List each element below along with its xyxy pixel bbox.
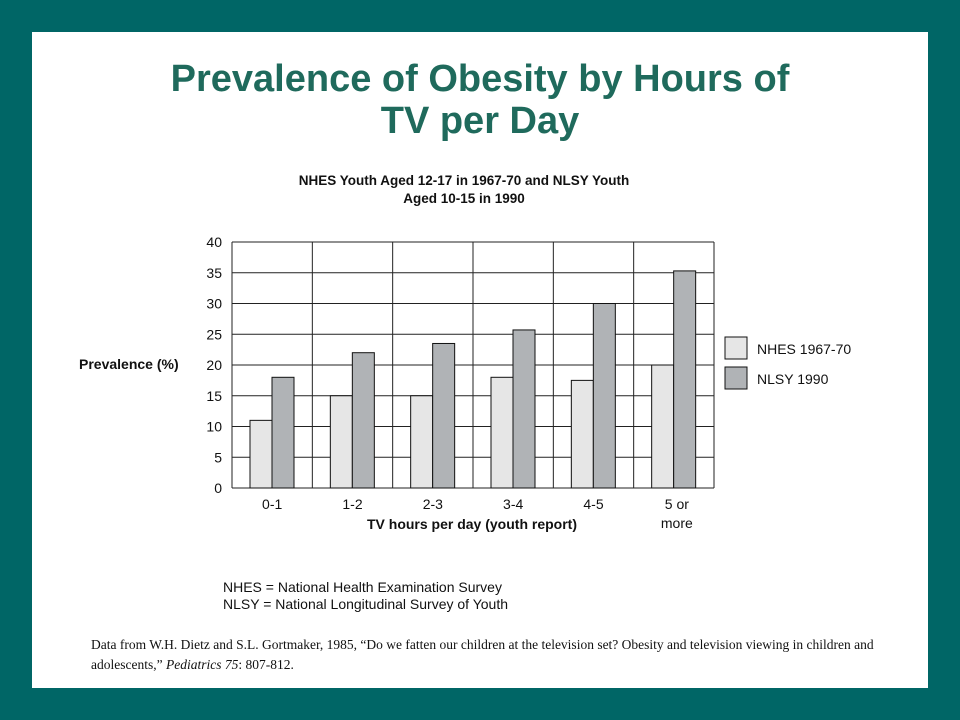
bar-nhes <box>570 379 594 489</box>
citation-text: Data from W.H. Dietz and S.L. Gortmaker,… <box>91 637 874 672</box>
legend-swatch-nhes <box>724 336 748 360</box>
bar-nhes <box>329 395 353 489</box>
x-tick-label: 0-1 <box>262 496 282 512</box>
bar-nlsy <box>271 376 295 489</box>
legend-label-nlsy: NLSY 1990 <box>757 371 829 387</box>
y-tick-label: 20 <box>206 357 222 373</box>
citation-pages: : 807-812. <box>238 657 294 672</box>
x-tick-label: 4-5 <box>583 496 603 512</box>
citation: Data from W.H. Dietz and S.L. Gortmaker,… <box>91 635 881 675</box>
legend-swatch-nlsy <box>724 366 748 390</box>
legend-label-nhes: NHES 1967-70 <box>757 341 851 357</box>
y-tick-label: 10 <box>206 419 222 435</box>
bar-nlsy <box>351 352 375 489</box>
x-tick-label: 1-2 <box>342 496 362 512</box>
x-tick-label: 2-3 <box>423 496 443 512</box>
slide-title-line-1: Prevalence of Obesity by Hours of <box>170 58 790 100</box>
bar-nlsy <box>673 270 697 489</box>
x-axis-label: TV hours per day (youth report) <box>367 516 577 532</box>
y-tick-label: 25 <box>206 326 222 342</box>
abbreviation-notes: NHES = National Health Examination Surve… <box>223 579 508 613</box>
y-tick-label: 35 <box>206 265 222 281</box>
x-tick-label: more <box>661 515 693 531</box>
y-tick-label: 30 <box>206 296 222 312</box>
y-axis-label: Prevalence (%) <box>79 356 179 372</box>
bar-nhes <box>410 395 434 489</box>
slide: Prevalence of Obesity by Hours of TV per… <box>32 32 928 688</box>
x-tick-label: 3-4 <box>503 496 523 512</box>
tick-labels: 0 5 10 15 20 25 30 35 40 0-1 1-2 2-3 3-4 4-5 5 or more <box>206 234 693 531</box>
slide-title-line-2: TV per Day <box>380 100 580 142</box>
footnote-nlsy: NLSY = National Longitudinal Survey of Y… <box>223 596 509 612</box>
bar-nlsy <box>512 329 536 489</box>
bar-nlsy <box>432 342 456 489</box>
obesity-bar-chart: NHES Youth Aged 12-17 in 1967-70 and NLS… <box>79 173 851 532</box>
bar-nlsy <box>592 303 616 489</box>
slide-title: Prevalence of Obesity by Hours of TV per… <box>32 58 928 142</box>
footnote-nhes: NHES = National Health Examination Surve… <box>223 579 502 595</box>
bar-nhes <box>651 364 675 489</box>
y-tick-label: 15 <box>206 388 222 404</box>
x-tick-label: 5 or <box>665 496 689 512</box>
citation-journal: Pediatrics 75 <box>165 657 239 672</box>
y-tick-label: 40 <box>206 234 222 250</box>
chart-title-line-1: NHES Youth Aged 12-17 in 1967-70 and NLS… <box>299 173 630 188</box>
grid-lines <box>231 241 715 489</box>
bar-nhes <box>490 376 514 489</box>
bar-nhes <box>249 419 273 489</box>
y-tick-label: 5 <box>214 449 222 465</box>
y-tick-label: 0 <box>214 480 222 496</box>
bars <box>249 270 697 489</box>
legend: NHES 1967-70 NLSY 1990 <box>724 336 851 390</box>
chart-title-line-2: Aged 10-15 in 1990 <box>403 191 525 206</box>
